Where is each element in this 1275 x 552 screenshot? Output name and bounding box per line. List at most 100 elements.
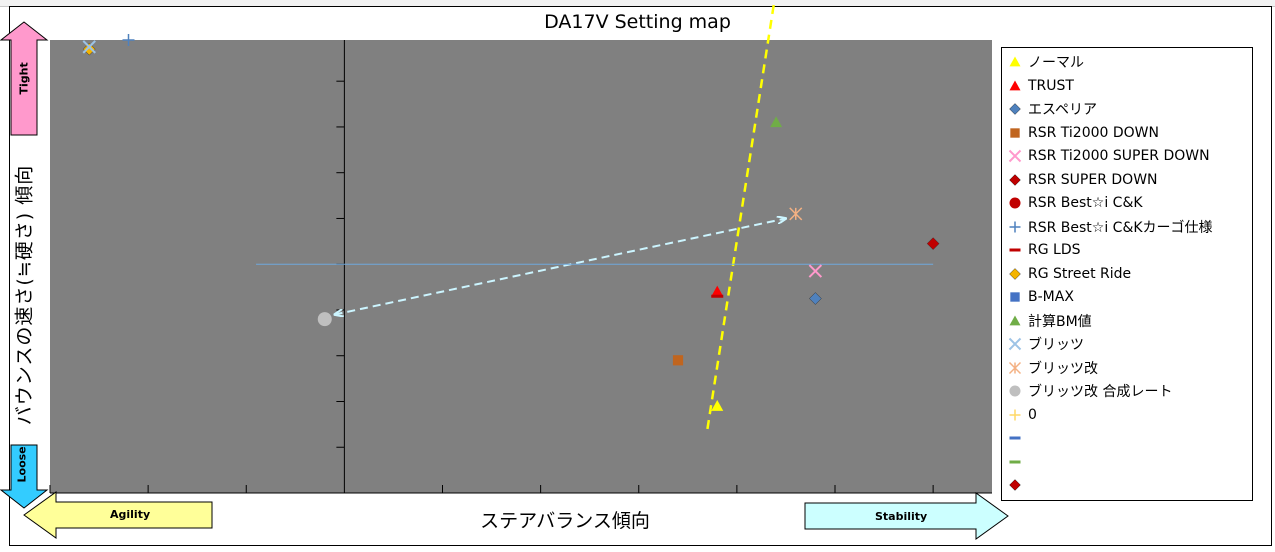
legend-marker xyxy=(1002,75,1028,97)
legend-marker xyxy=(1002,333,1028,355)
agility-arrow xyxy=(23,491,213,539)
agility-label: Agility xyxy=(110,508,151,521)
data-point-5 xyxy=(926,237,940,250)
legend-label: ノーマル xyxy=(1028,55,1084,71)
legend-symbol xyxy=(1008,337,1022,351)
legend-marker xyxy=(1002,263,1028,285)
legend-item: ノーマル xyxy=(1002,51,1084,73)
legend-symbol xyxy=(1010,127,1020,138)
legend-label: RG Street Ride xyxy=(1028,265,1132,282)
data-point-7 xyxy=(122,34,135,46)
legend-marker xyxy=(1002,451,1028,473)
legend-symbol xyxy=(1009,479,1021,491)
legend-symbol xyxy=(1010,292,1020,302)
data-point-8 xyxy=(711,294,724,298)
data-point-0 xyxy=(711,400,724,411)
legend-marker xyxy=(1002,145,1028,167)
legend-item: 計算BM値 xyxy=(1002,310,1092,332)
legend-label: 計算BM値 xyxy=(1028,313,1092,330)
legend-item xyxy=(1002,474,1028,496)
legend-item: RSR Best☆i C&Kカーゴ仕様 xyxy=(1002,216,1213,238)
data-point-11 xyxy=(770,116,783,128)
lines-layer xyxy=(256,0,934,430)
legend-marker xyxy=(1002,310,1028,332)
legend-symbol xyxy=(1009,385,1021,397)
stability-arrow xyxy=(804,492,1009,540)
legend-symbol xyxy=(1009,103,1021,115)
legend-label: RSR SUPER DOWN xyxy=(1028,171,1158,188)
legend-item xyxy=(1002,427,1028,449)
data-point-4 xyxy=(808,264,823,278)
legend-symbol xyxy=(1009,436,1021,440)
legend-symbol xyxy=(1009,409,1021,420)
x-axis-title: ステアバランス傾向 xyxy=(480,510,650,532)
legend-marker xyxy=(1002,286,1028,308)
legend-symbol xyxy=(1008,361,1022,374)
legend-label: B-MAX xyxy=(1028,289,1074,305)
data-point-12 xyxy=(82,40,96,54)
legend-label: RG LDS xyxy=(1028,242,1081,258)
legend-marker xyxy=(1002,380,1028,402)
legend-item: B-MAX xyxy=(1002,286,1074,308)
legend-marker xyxy=(1002,169,1028,191)
legend-item: RG LDS xyxy=(1002,239,1081,261)
data-point-1 xyxy=(711,285,724,297)
tight-label: Tight xyxy=(17,62,31,95)
legend-marker xyxy=(1002,122,1028,144)
legend-symbol xyxy=(1008,149,1022,163)
legend-symbol xyxy=(1009,221,1021,232)
legend-item: RSR Ti2000 DOWN xyxy=(1002,122,1159,144)
legend-marker xyxy=(1002,98,1028,120)
legend-label: ブリッツ改 xyxy=(1028,360,1098,377)
chart-frame xyxy=(9,6,1272,546)
legend-label: RSR Ti2000 DOWN xyxy=(1028,124,1159,141)
legend-symbol xyxy=(1009,173,1021,186)
data-point-9 xyxy=(82,42,96,56)
legend-symbol xyxy=(1009,315,1021,325)
legend-symbol xyxy=(1009,56,1021,67)
data-point-3 xyxy=(672,355,684,366)
data-point-2 xyxy=(809,292,822,305)
legend-symbol xyxy=(1009,460,1021,463)
legend-item: RSR Ti2000 SUPER DOWN xyxy=(1002,145,1210,167)
points-layer xyxy=(82,34,940,411)
legend-marker xyxy=(1002,216,1028,238)
legend-marker xyxy=(1002,357,1028,379)
legend-marker xyxy=(1002,404,1028,426)
stability-label: Stability xyxy=(875,510,928,523)
loose-label: Loose xyxy=(15,446,29,483)
legend-marker xyxy=(1002,239,1028,261)
legend-label: RSR Ti2000 SUPER DOWN xyxy=(1028,148,1210,164)
legend-item: 0 xyxy=(1002,404,1037,426)
legend-item: TRUST xyxy=(1002,75,1074,97)
legend-label: ブリッツ xyxy=(1028,337,1084,353)
legend-label: RSR Best☆i C&K xyxy=(1028,195,1143,211)
legend-marker xyxy=(1002,192,1028,214)
legend-symbol xyxy=(1009,197,1021,209)
legend-marker xyxy=(1002,427,1028,449)
legend-item xyxy=(1002,451,1028,473)
legend-label: RSR Best☆i C&Kカーゴ仕様 xyxy=(1028,219,1213,236)
loose-arrow xyxy=(0,444,49,509)
data-point-14 xyxy=(317,312,332,327)
legend-label: エスペリア xyxy=(1028,102,1098,118)
legend-item: RSR Best☆i C&K xyxy=(1002,192,1143,214)
legend-label: ブリッツ改 合成レート xyxy=(1028,384,1173,400)
legend-item: ブリッツ改 合成レート xyxy=(1002,380,1172,402)
legend-marker xyxy=(1002,474,1028,496)
data-point-13 xyxy=(789,207,803,221)
y-axis-title-text: バウンスの速さ(≒硬さ) 傾向 xyxy=(13,164,36,426)
tight-arrow xyxy=(0,21,49,136)
legend-item: RG Street Ride xyxy=(1002,263,1131,285)
legend-label: TRUST xyxy=(1028,77,1074,94)
legend-item: ブリッツ xyxy=(1002,333,1084,355)
y-axis-title: バウンスの速さ(≒硬さ) 傾向 xyxy=(3,150,43,440)
trend-line xyxy=(706,0,776,430)
legend-symbol xyxy=(1009,80,1021,90)
axes-layer xyxy=(49,40,992,494)
legend-item: ブリッツ改 xyxy=(1002,357,1098,379)
legend-symbol xyxy=(1009,248,1021,252)
legend-marker xyxy=(1002,51,1028,73)
chart-title: DA17V Setting map xyxy=(544,11,731,33)
